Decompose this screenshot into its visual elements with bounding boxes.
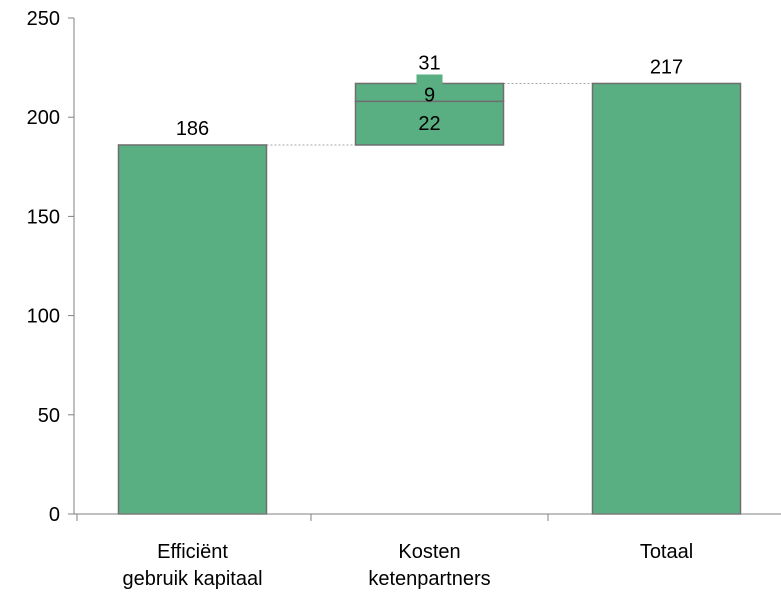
increment-total-marker bbox=[416, 74, 443, 85]
category-labels: Efficiënt gebruik kapitaal Kosten ketenpart… bbox=[122, 541, 693, 590]
bars bbox=[117, 74, 742, 515]
y-tick-label: 150 bbox=[27, 206, 60, 228]
segment-label: 22 bbox=[418, 113, 440, 135]
data-label: 186 bbox=[176, 118, 209, 140]
y-tick-label: 250 bbox=[27, 8, 60, 30]
y-tick-label: 200 bbox=[27, 107, 60, 129]
increment-total-label: 31 bbox=[418, 52, 440, 74]
x-axis-ticks bbox=[76, 514, 549, 521]
bar-total bbox=[117, 144, 268, 515]
y-tick-label: 50 bbox=[38, 405, 60, 427]
data-label: 217 bbox=[650, 56, 683, 78]
y-tick-label: 100 bbox=[27, 306, 60, 328]
y-axis-ticks: 0 50 100 150 200 250 bbox=[27, 8, 74, 526]
bar-total bbox=[591, 82, 742, 515]
category-label: Kosten bbox=[398, 541, 460, 563]
category-label: ketenpartners bbox=[368, 568, 490, 590]
category-label: Efficiënt bbox=[157, 541, 228, 563]
segment-label: 9 bbox=[424, 84, 435, 106]
category-label: Totaal bbox=[640, 541, 693, 563]
category-label: gebruik kapitaal bbox=[122, 568, 262, 590]
connector-lines bbox=[266, 82, 593, 146]
data-labels: 186 22 9 31 217 bbox=[176, 52, 683, 140]
y-tick-label: 0 bbox=[49, 504, 60, 526]
axes bbox=[73, 18, 781, 515]
